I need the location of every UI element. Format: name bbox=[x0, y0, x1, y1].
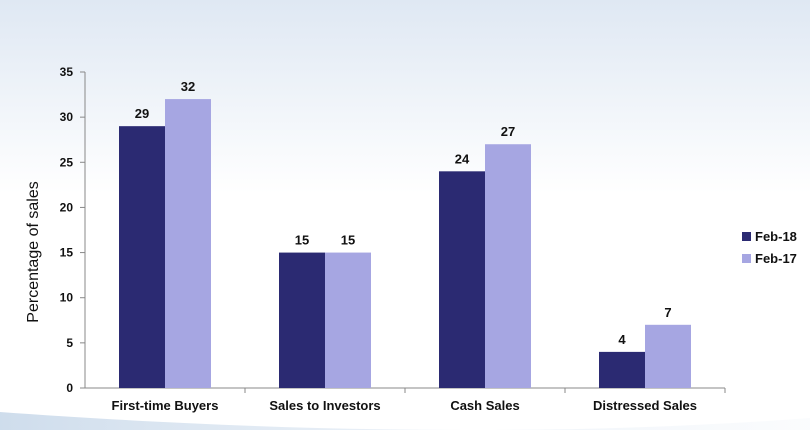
category-labels: First-time Buyers Sales to Investors Cash … bbox=[112, 398, 698, 413]
y-tick-label: 30 bbox=[60, 110, 74, 124]
y-tick-label: 10 bbox=[60, 291, 74, 305]
bar-feb-18 bbox=[599, 351, 645, 388]
data-label: 29 bbox=[135, 106, 149, 121]
background-swoosh bbox=[0, 412, 810, 430]
legend-swatch bbox=[742, 232, 751, 241]
data-label: 7 bbox=[664, 305, 671, 320]
data-labels: 29 32 15 15 24 27 4 7 bbox=[135, 79, 672, 347]
y-tick-label: 0 bbox=[66, 381, 73, 395]
y-tick-labels: 0 5 10 15 20 25 30 35 bbox=[60, 65, 74, 395]
legend: Feb-18 Feb-17 bbox=[742, 229, 797, 266]
y-tick-label: 20 bbox=[60, 200, 74, 214]
y-tick-label: 15 bbox=[60, 246, 74, 260]
bar-feb-18 bbox=[119, 126, 165, 389]
category-label: Distressed Sales bbox=[593, 398, 697, 413]
legend-label: Feb-17 bbox=[755, 251, 797, 266]
category-label: Sales to Investors bbox=[269, 398, 380, 413]
bar-feb-17 bbox=[645, 324, 691, 388]
data-label: 15 bbox=[295, 233, 309, 248]
category-label: First-time Buyers bbox=[112, 398, 219, 413]
y-tick-label: 35 bbox=[60, 65, 74, 79]
bar-feb-17 bbox=[325, 252, 371, 388]
category-label: Cash Sales bbox=[450, 398, 519, 413]
y-tick-label: 25 bbox=[60, 155, 74, 169]
bar-feb-17 bbox=[165, 99, 211, 388]
data-label: 27 bbox=[501, 124, 515, 139]
bar-feb-17 bbox=[485, 144, 531, 388]
legend-label: Feb-18 bbox=[755, 229, 797, 244]
y-tick-label: 5 bbox=[66, 336, 73, 350]
data-label: 32 bbox=[181, 79, 195, 94]
y-axis-label: Percentage of sales bbox=[25, 181, 42, 322]
data-label: 24 bbox=[455, 151, 470, 166]
bars bbox=[119, 99, 691, 389]
data-label: 4 bbox=[618, 332, 626, 347]
legend-swatch bbox=[742, 254, 751, 263]
bar-feb-18 bbox=[279, 252, 325, 388]
data-label: 15 bbox=[341, 233, 355, 248]
bar-feb-18 bbox=[439, 171, 485, 388]
